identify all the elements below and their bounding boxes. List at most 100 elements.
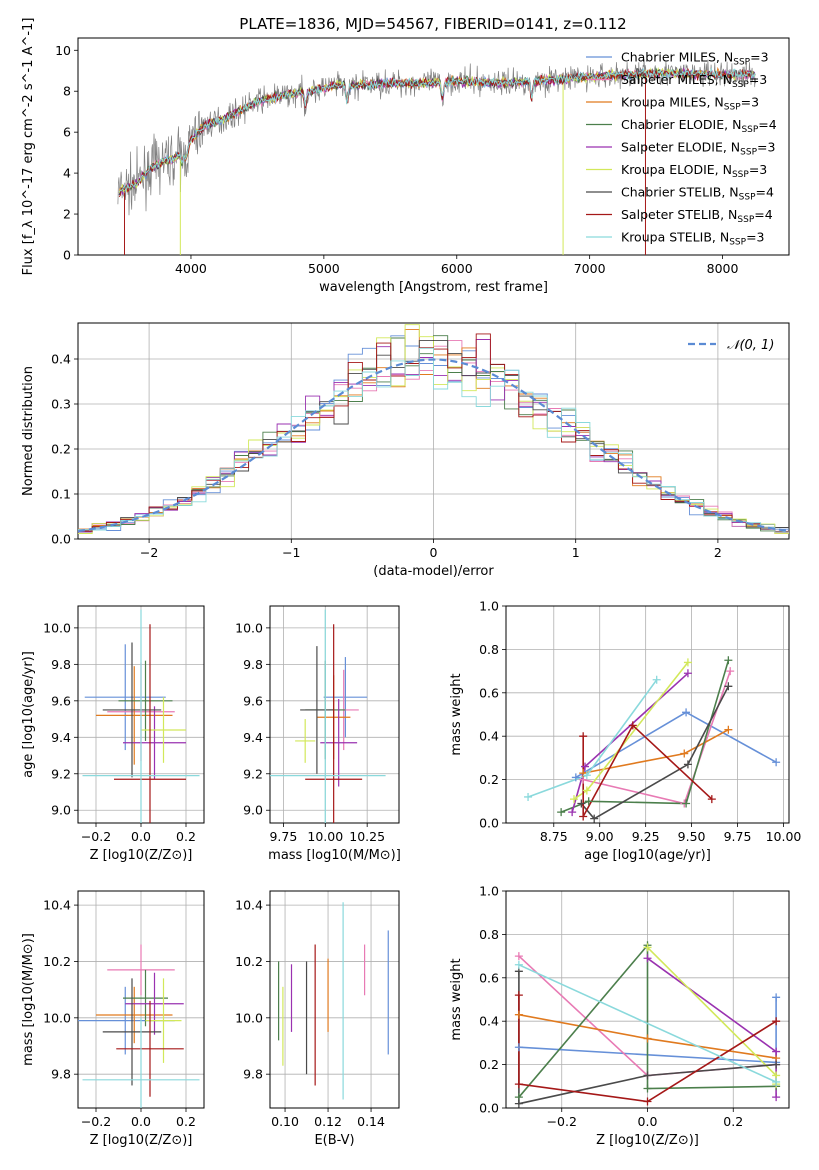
x-tick-label: 0.10 bbox=[271, 1114, 299, 1129]
x-tick-label: 0.0 bbox=[131, 1114, 151, 1129]
plus-marker bbox=[772, 1077, 781, 1086]
y-tick-label: 0.0 bbox=[479, 816, 499, 831]
plus-marker bbox=[643, 954, 652, 963]
x-axis-label: (data-model)/error bbox=[373, 564, 494, 579]
residual-histogram-line bbox=[78, 347, 789, 533]
plot-area bbox=[82, 609, 200, 823]
mass_vs_EBV-panel: 0.10 0.12 0.14 9.8 10.0 10.2 10.4 E(B-V) bbox=[235, 890, 400, 1148]
y-tick-label: 4 bbox=[63, 166, 71, 181]
x-tick-label: 0.14 bbox=[357, 1114, 385, 1129]
y-tick-label: 0 bbox=[63, 248, 71, 263]
plot-area bbox=[518, 943, 777, 1105]
x-axis-label: age [log10(age/yr)] bbox=[584, 848, 711, 863]
plus-marker bbox=[524, 792, 533, 801]
x-tick-label: 0.2 bbox=[176, 829, 196, 844]
x-tick-label: 0.0 bbox=[131, 829, 151, 844]
y-axis-label: age [log10(age/yr)] bbox=[21, 651, 36, 778]
y-tick-label: 9.6 bbox=[243, 693, 263, 708]
legend-label: Chabrier STELIB, NSSP=4 bbox=[621, 185, 774, 203]
y-tick-label: 0.4 bbox=[51, 352, 71, 367]
x-tick-label: 10.25 bbox=[349, 829, 385, 844]
plot-area bbox=[78, 944, 200, 1108]
y-tick-label: 9.4 bbox=[243, 730, 263, 745]
y-tick-label: 6 bbox=[63, 125, 71, 140]
plus-marker bbox=[582, 786, 591, 795]
legend-subscript: SSP bbox=[737, 215, 754, 225]
x-axis-label: E(B-V) bbox=[314, 1133, 354, 1148]
y-tick-label: 9.8 bbox=[51, 657, 71, 672]
plus-marker bbox=[772, 758, 781, 767]
plus-marker bbox=[682, 708, 691, 717]
y-tick-label: 0.3 bbox=[51, 397, 71, 412]
series-line bbox=[573, 661, 689, 800]
axes-frame bbox=[77, 322, 790, 540]
plus-marker bbox=[772, 1060, 781, 1069]
legend-count: =4 bbox=[754, 207, 772, 222]
y-axis-label: Normed distribution bbox=[21, 366, 36, 496]
y-tick-label: 10.0 bbox=[235, 1010, 263, 1025]
plus-marker bbox=[514, 1080, 523, 1089]
y-tick-label: 0.8 bbox=[479, 927, 499, 942]
y-tick-label: 10.4 bbox=[43, 898, 71, 913]
y-tick-label: 9.8 bbox=[51, 1067, 71, 1082]
y-tick-label: 10.0 bbox=[43, 1010, 71, 1025]
axes-frame bbox=[505, 605, 790, 824]
figure-title: PLATE=1836, MJD=54567, FIBERID=0141, z=0… bbox=[239, 15, 626, 33]
spectrum-panel: 4000 5000 6000 7000 8000 0 2 4 6 8 10 wavelength [A… bbox=[21, 18, 790, 295]
plus-marker bbox=[682, 799, 691, 808]
legend-label: Chabrier MILES, NSSP=3 bbox=[621, 50, 769, 68]
y-tick-label: 9.4 bbox=[51, 730, 71, 745]
plus-marker bbox=[579, 812, 588, 821]
x-tick-label: −0.2 bbox=[81, 829, 111, 844]
legend-count: =4 bbox=[756, 185, 774, 200]
plus-marker bbox=[514, 1010, 523, 1019]
y-tick-label: 9.0 bbox=[243, 803, 263, 818]
series-line bbox=[560, 660, 730, 813]
y-tick-label: 0.0 bbox=[479, 1101, 499, 1116]
axes-frame bbox=[269, 605, 400, 824]
legend-count: =3 bbox=[749, 162, 767, 177]
x-tick-label: 0 bbox=[430, 545, 438, 560]
axes-frame bbox=[269, 890, 400, 1109]
plus-marker bbox=[772, 1093, 781, 1102]
legend-label: 𝒩(0, 1) bbox=[727, 338, 774, 353]
y-tick-label: 8 bbox=[63, 84, 71, 99]
plus-marker bbox=[584, 797, 593, 806]
plus-marker bbox=[557, 808, 566, 817]
y-axis-label: mass weight bbox=[449, 958, 464, 1040]
x-tick-label: 9.25 bbox=[632, 829, 660, 844]
plus-marker bbox=[514, 1043, 523, 1052]
legend-subscript: SSP bbox=[741, 125, 758, 135]
plus-marker bbox=[514, 1099, 523, 1108]
y-tick-label: 9.2 bbox=[243, 766, 263, 781]
y-tick-label: 10.4 bbox=[235, 898, 263, 913]
legend-subscript: SSP bbox=[724, 103, 741, 113]
legend-count: =3 bbox=[757, 140, 775, 155]
axes-frame bbox=[77, 37, 790, 256]
y-tick-label: 0.4 bbox=[479, 1014, 499, 1029]
x-axis-label: mass [log10(M/M⊙)] bbox=[268, 848, 401, 863]
y-tick-label: 10.2 bbox=[43, 954, 71, 969]
y-axis-label: mass weight bbox=[449, 673, 464, 755]
x-axis-label: Z [log10(Z/Z⊙)] bbox=[90, 848, 193, 863]
plus-marker bbox=[514, 960, 523, 969]
x-axis-label: Z [log10(Z/Z⊙)] bbox=[596, 1133, 699, 1148]
plot-area bbox=[527, 660, 777, 820]
x-tick-label: 4000 bbox=[175, 261, 207, 276]
x-tick-label: 9.75 bbox=[724, 829, 752, 844]
series-line bbox=[518, 964, 777, 1083]
x-tick-label: 0.2 bbox=[176, 1114, 196, 1129]
x-tick-label: 1 bbox=[572, 545, 580, 560]
plus-marker bbox=[652, 675, 661, 684]
y-tick-label: 0.8 bbox=[479, 642, 499, 657]
plus-marker bbox=[569, 795, 578, 804]
plot-area bbox=[117, 59, 757, 255]
legend-count: =4 bbox=[758, 117, 776, 132]
y-tick-label: 9.8 bbox=[243, 1067, 263, 1082]
x-tick-label: 10.00 bbox=[766, 829, 802, 844]
x-tick-label: 5000 bbox=[308, 261, 340, 276]
x-axis-label: Z [log10(Z/Z⊙)] bbox=[90, 1133, 193, 1148]
x-tick-label: −0.2 bbox=[547, 1114, 577, 1129]
plot-area bbox=[270, 609, 386, 823]
